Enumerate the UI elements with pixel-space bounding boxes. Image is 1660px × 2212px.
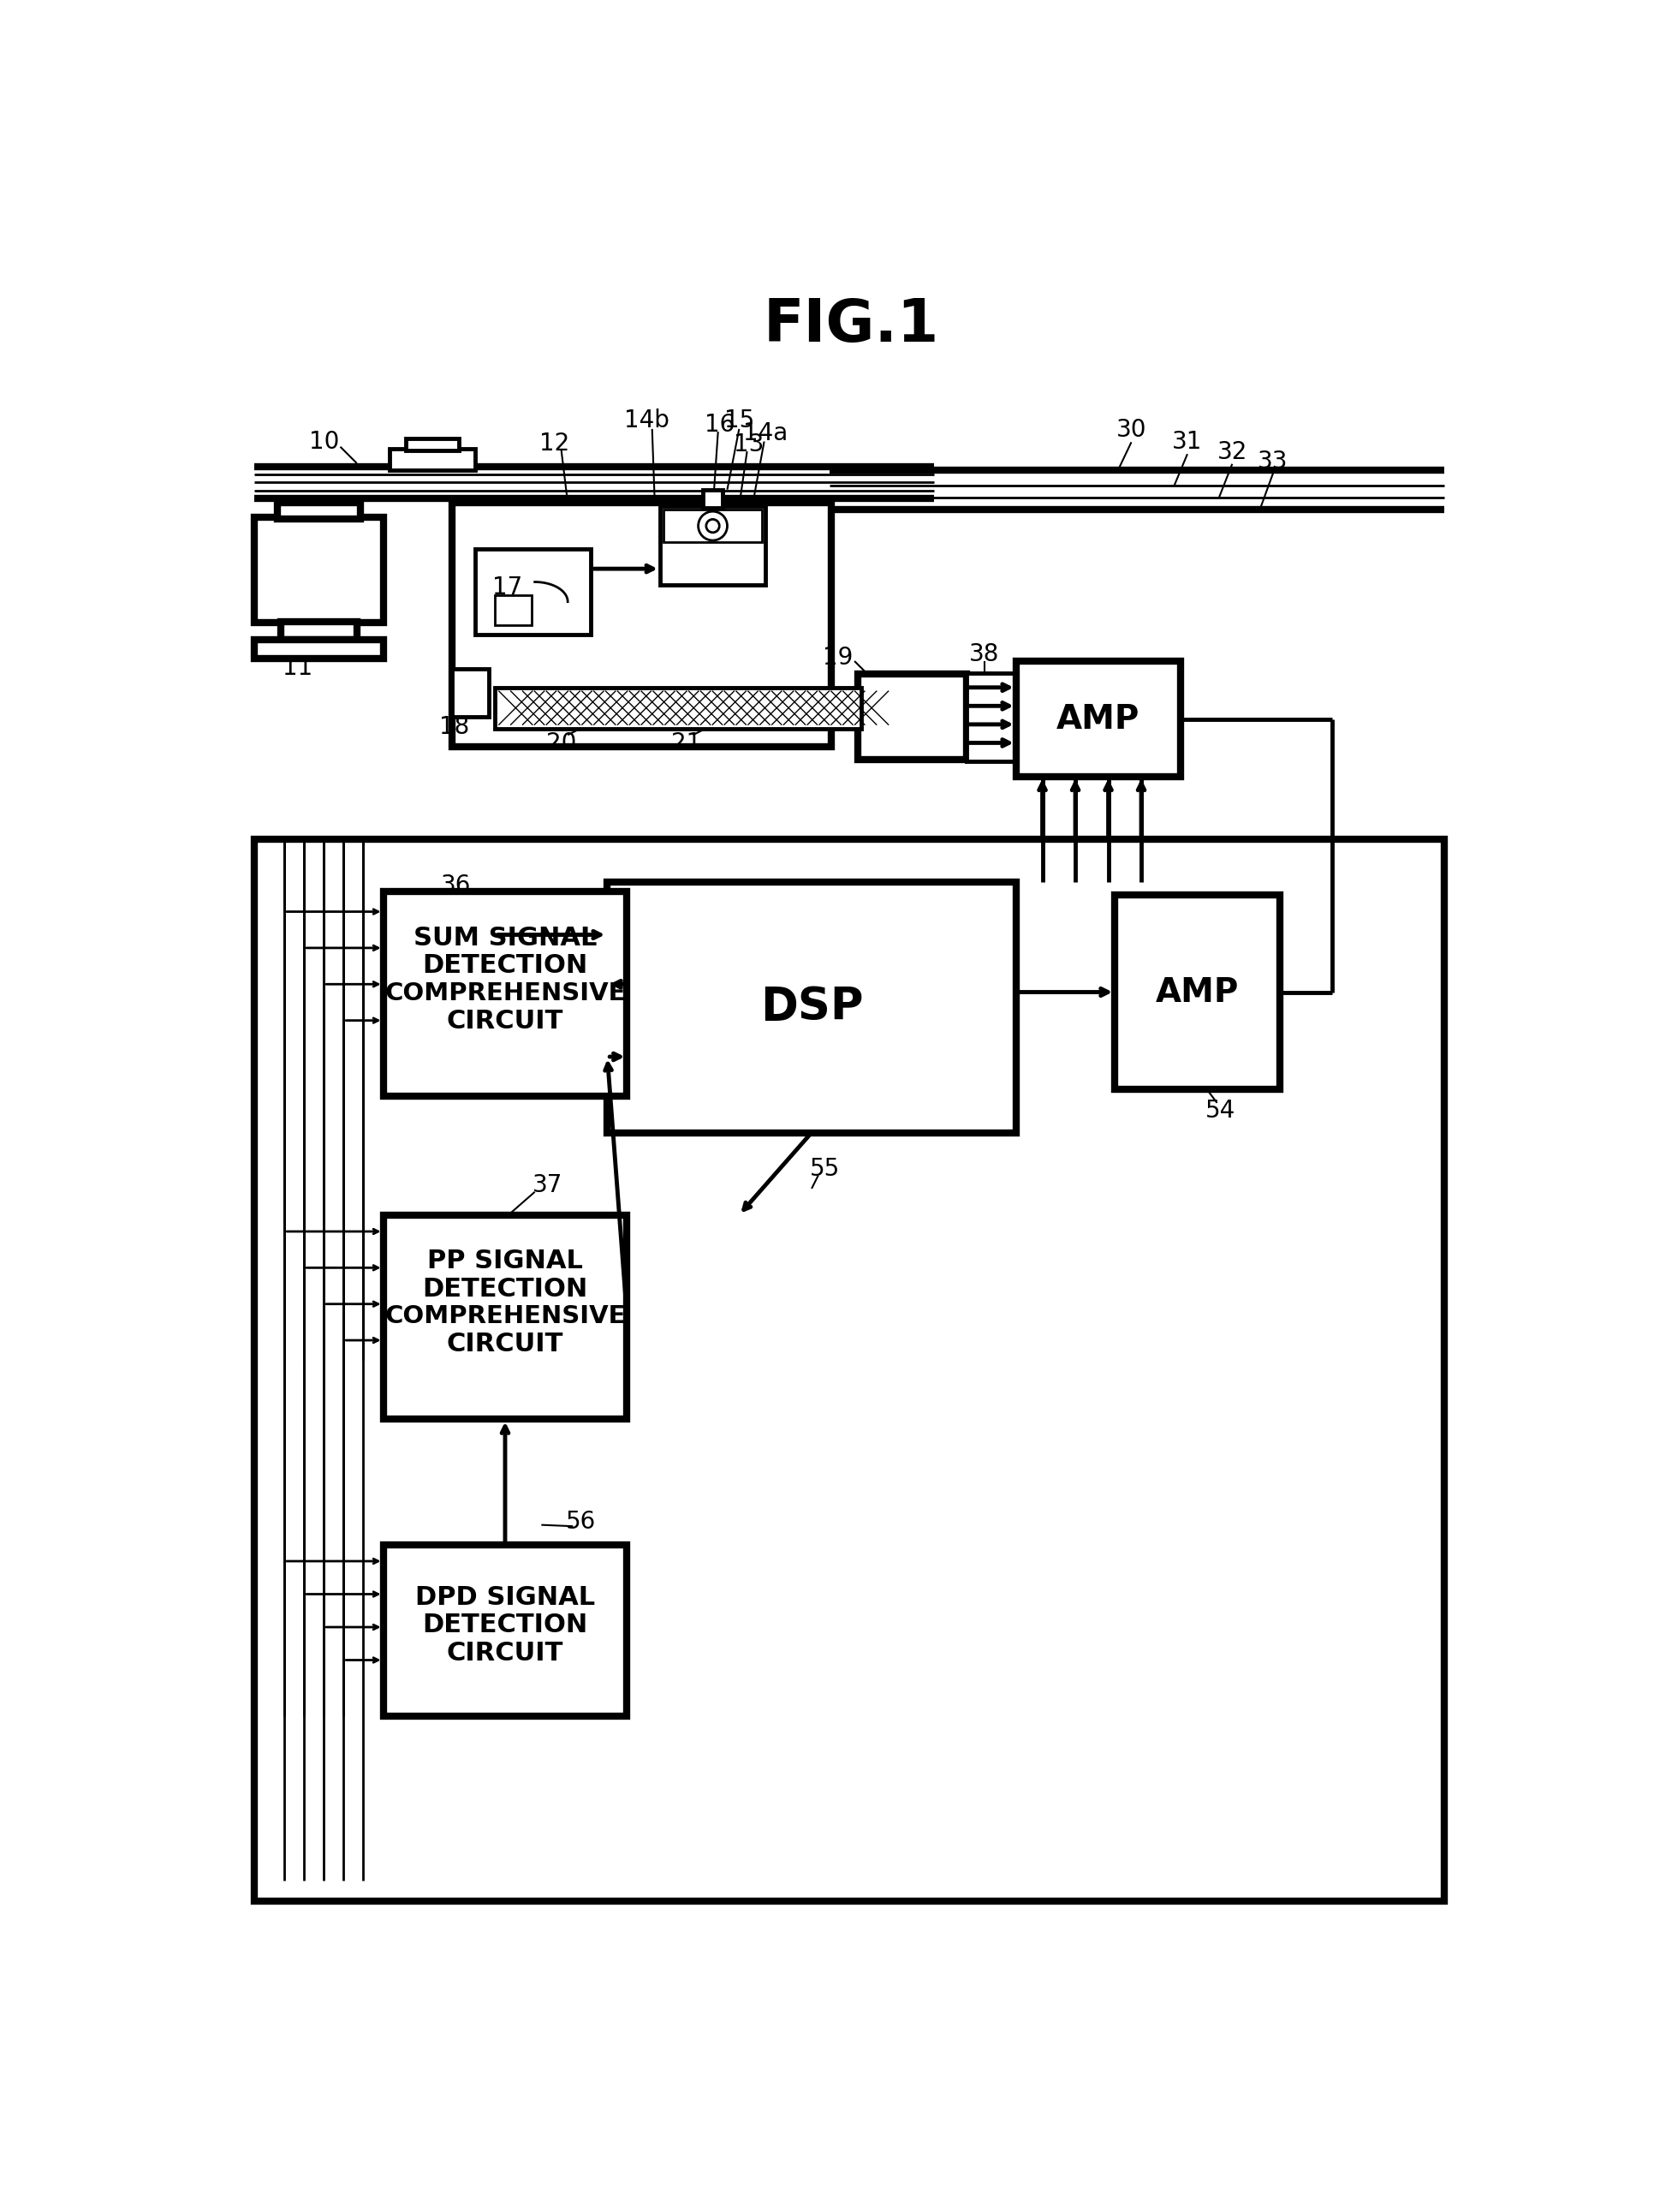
Bar xyxy=(495,595,531,624)
Text: AMP: AMP xyxy=(1155,975,1238,1009)
Text: 11: 11 xyxy=(282,655,312,679)
Text: 54: 54 xyxy=(1205,1099,1235,1124)
Bar xyxy=(390,449,475,469)
Text: 21: 21 xyxy=(671,732,701,757)
Text: DETECTION: DETECTION xyxy=(422,1276,588,1301)
Text: CIRCUIT: CIRCUIT xyxy=(447,1009,563,1033)
Text: 14a: 14a xyxy=(742,422,787,445)
Bar xyxy=(281,622,357,639)
Text: 36: 36 xyxy=(440,874,470,898)
Text: COMPREHENSIVE: COMPREHENSIVE xyxy=(385,1305,626,1329)
Bar xyxy=(254,639,383,659)
Bar xyxy=(475,549,591,635)
Text: DPD SIGNAL: DPD SIGNAL xyxy=(415,1586,594,1610)
Bar xyxy=(277,502,360,518)
Text: 33: 33 xyxy=(1257,449,1288,473)
Text: 56: 56 xyxy=(566,1509,596,1533)
Bar xyxy=(452,668,488,717)
Bar xyxy=(662,509,762,542)
Text: 18: 18 xyxy=(438,714,470,739)
Bar xyxy=(383,891,627,1097)
Text: 13: 13 xyxy=(734,434,764,458)
Bar xyxy=(254,518,383,624)
Bar xyxy=(254,838,1444,1900)
Text: FIG.1: FIG.1 xyxy=(764,296,938,354)
Text: 30: 30 xyxy=(1116,418,1145,442)
Text: DETECTION: DETECTION xyxy=(422,1613,588,1637)
Bar xyxy=(452,502,832,748)
Text: 12: 12 xyxy=(540,431,569,456)
Bar xyxy=(407,438,458,449)
Bar xyxy=(857,675,966,761)
Text: 31: 31 xyxy=(1172,429,1202,453)
Bar xyxy=(383,1544,627,1717)
Text: AMP: AMP xyxy=(1056,703,1139,734)
Text: DETECTION: DETECTION xyxy=(422,953,588,978)
Text: 14b: 14b xyxy=(624,409,669,431)
Text: 20: 20 xyxy=(546,732,576,757)
Text: COMPREHENSIVE: COMPREHENSIVE xyxy=(385,982,626,1006)
Bar xyxy=(383,1214,627,1420)
Bar xyxy=(1114,896,1278,1091)
Text: CIRCUIT: CIRCUIT xyxy=(447,1641,563,1666)
Text: 10: 10 xyxy=(309,429,339,453)
Text: 19: 19 xyxy=(822,646,853,670)
Text: 32: 32 xyxy=(1217,440,1247,465)
Bar xyxy=(495,688,860,728)
Text: 38: 38 xyxy=(969,641,999,666)
Bar xyxy=(966,672,1016,761)
Text: 37: 37 xyxy=(533,1172,563,1197)
Text: 15: 15 xyxy=(724,409,754,431)
Text: DSP: DSP xyxy=(760,984,863,1029)
Text: SUM SIGNAL: SUM SIGNAL xyxy=(413,925,596,951)
Bar xyxy=(702,489,722,509)
Bar xyxy=(608,883,1016,1133)
Text: PP SIGNAL: PP SIGNAL xyxy=(427,1250,583,1274)
Bar xyxy=(1016,661,1180,776)
Bar xyxy=(659,507,765,586)
Text: CIRCUIT: CIRCUIT xyxy=(447,1332,563,1356)
Text: 16: 16 xyxy=(704,414,734,438)
Text: 17: 17 xyxy=(491,575,521,599)
Text: 55: 55 xyxy=(810,1157,840,1181)
